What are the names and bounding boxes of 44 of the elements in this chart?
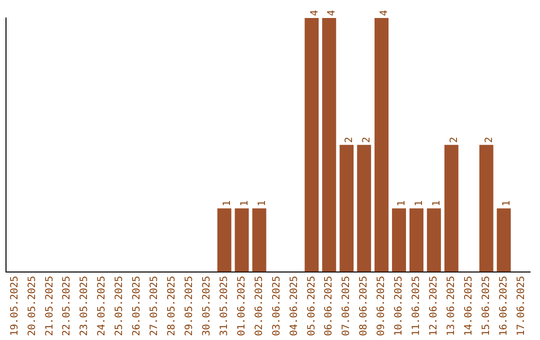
- x-tick-label: 23.05.2025: [79, 276, 90, 336]
- data-label: 4: [326, 10, 338, 16]
- data-label: 2: [344, 136, 356, 143]
- x-tick-label: 02.06.2025: [254, 276, 265, 336]
- x-tick-label: 29.05.2025: [184, 276, 195, 336]
- data-label: 2: [484, 136, 495, 143]
- x-tick-label: 06.06.2025: [324, 276, 335, 336]
- x-tick-label: 10.06.2025: [394, 276, 405, 336]
- x-tick-label: 25.05.2025: [114, 276, 126, 336]
- x-tick-label: 03.06.2025: [271, 276, 282, 336]
- data-label: 1: [432, 200, 443, 206]
- data-label: 1: [256, 200, 268, 206]
- x-tick-label: 14.06.2025: [463, 276, 474, 336]
- x-tick-label: 20.05.2025: [26, 276, 38, 336]
- x-tick-label: 21.05.2025: [44, 276, 56, 336]
- x-tick-label: 11.06.2025: [411, 276, 422, 336]
- data-label: 1: [239, 200, 250, 206]
- data-label: 1: [414, 200, 426, 206]
- data-label: 4: [379, 10, 390, 16]
- x-tick-label: 13.06.2025: [446, 276, 457, 336]
- x-tick-label: 26.05.2025: [132, 276, 143, 336]
- x-tick-label: 01.06.2025: [236, 276, 248, 336]
- x-tick-label: 24.05.2025: [96, 276, 108, 336]
- x-tick-label: 12.06.2025: [428, 276, 440, 336]
- x-tick-label: 16.06.2025: [498, 276, 510, 336]
- x-tick-label: 09.06.2025: [376, 276, 388, 336]
- x-tick-label: 31.05.2025: [218, 276, 230, 336]
- x-tick-label: 27.05.2025: [149, 276, 160, 336]
- x-tick-label: 22.05.2025: [62, 276, 73, 336]
- x-tick-label: 15.06.2025: [480, 276, 492, 336]
- x-tick-label: 17.06.2025: [516, 276, 527, 336]
- x-tick-label: 05.06.2025: [306, 276, 318, 336]
- data-label: 1: [396, 200, 408, 206]
- x-tick-label: 30.05.2025: [201, 276, 212, 336]
- data-label: 1: [501, 200, 512, 206]
- x-tick-label: 19.05.2025: [9, 276, 20, 336]
- data-label: 2: [362, 136, 373, 143]
- x-tick-label: 08.06.2025: [358, 276, 370, 336]
- data-label: 4: [309, 10, 320, 16]
- x-tick-label: 07.06.2025: [341, 276, 352, 336]
- data-label: 2: [448, 136, 460, 143]
- data-label: 1: [222, 200, 233, 206]
- x-tick-label: 28.05.2025: [166, 276, 178, 336]
- x-tick-label: 04.06.2025: [288, 276, 300, 336]
